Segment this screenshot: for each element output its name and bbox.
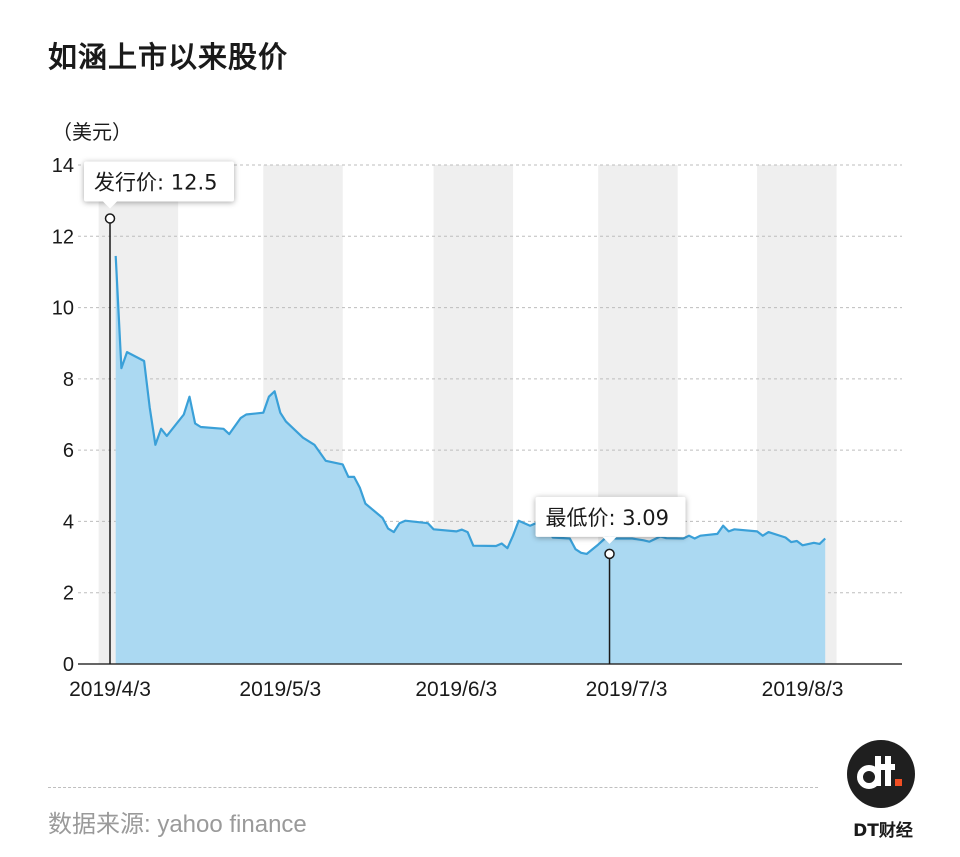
- chart-title: 如涵上市以来股价: [48, 40, 289, 74]
- y-tick-label: 6: [63, 440, 74, 462]
- y-tick-label: 4: [63, 511, 74, 533]
- x-tick-label: 2019/4/3: [69, 678, 151, 701]
- x-tick-label: 2019/8/3: [762, 678, 844, 701]
- y-axis-label: （美元）: [52, 120, 132, 144]
- annotation-marker-0: [104, 213, 116, 224]
- brand-name: DT财经: [853, 821, 913, 841]
- footer-divider: [48, 787, 818, 788]
- price-line: [114, 255, 826, 555]
- y-tick-label: 2: [63, 583, 74, 605]
- annotations: 发行价: 12.5 最低价: 3.09: [84, 161, 686, 664]
- annotation-pointer-1: [602, 536, 617, 544]
- price-area: [115, 255, 826, 664]
- y-tick-label: 12: [52, 226, 74, 248]
- y-tick-label: 14: [52, 155, 74, 177]
- annotation-label-1: 最低价: 3.09: [546, 506, 670, 530]
- x-axis: 2019/4/3 2019/5/3 2019/6/3 2019/7/3 2019/8/3: [69, 678, 843, 701]
- dt-logo: [847, 740, 915, 808]
- annotation-box-0: [84, 161, 234, 202]
- x-tick-label: 2019/5/3: [239, 678, 321, 701]
- y-tick-label: 0: [63, 654, 74, 676]
- annotation-pointer-0: [103, 201, 117, 209]
- annotation-marker-1: [604, 548, 615, 560]
- source-note: 数据来源: yahoo finance: [48, 811, 307, 838]
- annotation-box-1: [535, 496, 686, 537]
- x-tick-label: 2019/7/3: [586, 678, 668, 701]
- y-tick-label: 8: [63, 369, 74, 391]
- annotation-label-0: 发行价: 12.5: [94, 170, 218, 194]
- dt-logo-icon: [857, 756, 902, 789]
- x-tick-label: 2019/6/3: [415, 678, 497, 701]
- y-tick-label: 10: [52, 298, 74, 320]
- y-axis: 0 2 4 6 8 10 12 14: [52, 155, 902, 676]
